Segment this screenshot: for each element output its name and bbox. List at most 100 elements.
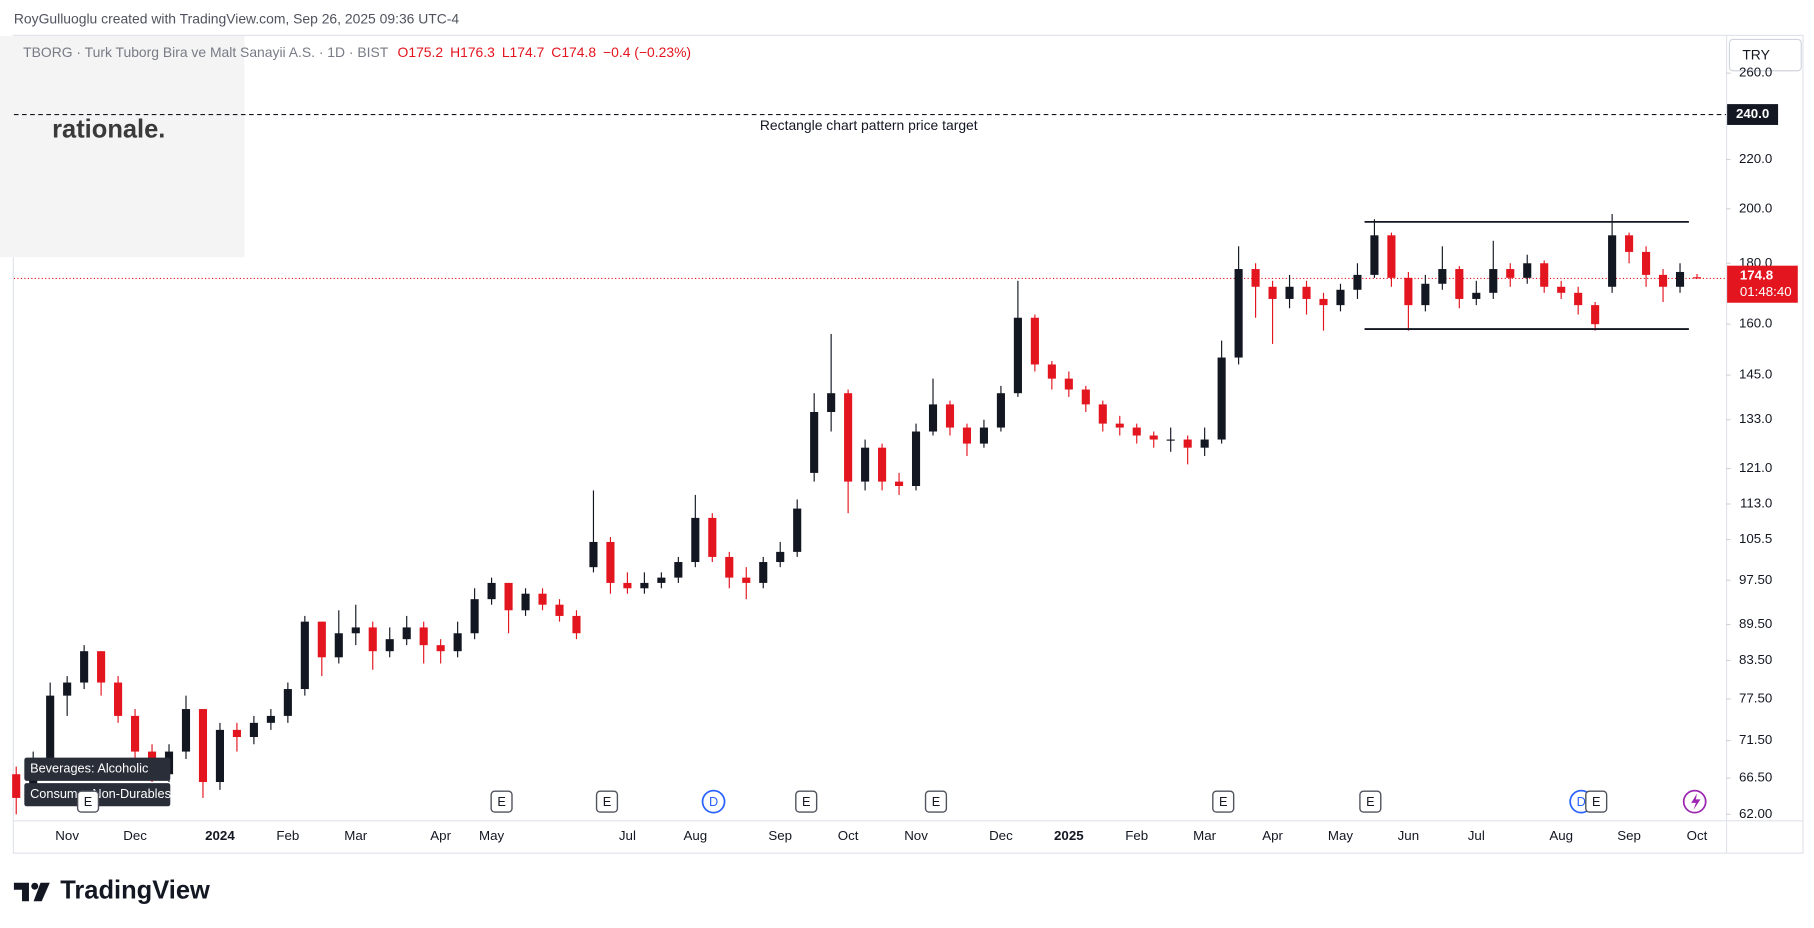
event-marker[interactable] (795, 790, 818, 813)
candle-body (1574, 292, 1583, 306)
candle-body (776, 551, 785, 563)
sector-tag-box[interactable] (24, 757, 171, 781)
candle-body (215, 729, 225, 783)
candle-body (29, 766, 38, 798)
candle-body (1336, 289, 1345, 306)
candle-body (623, 582, 632, 589)
candle-body (470, 599, 479, 634)
candle-body (402, 627, 411, 640)
event-letter[interactable]: E (1219, 794, 1227, 809)
candle-body (810, 412, 819, 473)
candle-body (1370, 235, 1379, 275)
candle-body (300, 621, 309, 690)
event-marker[interactable] (1359, 790, 1382, 813)
event-marker[interactable] (701, 789, 726, 814)
candle-body (1302, 286, 1311, 299)
event-letter[interactable]: E (497, 794, 506, 809)
candle-body (385, 639, 394, 652)
candle-body (1438, 269, 1447, 284)
candle-body (861, 447, 870, 482)
candle-body (1557, 286, 1566, 293)
event-letter[interactable]: E (802, 794, 811, 809)
candle-body (555, 604, 564, 616)
candle-body (640, 582, 649, 589)
x-tick-label: Dec (989, 828, 1013, 843)
event-marker[interactable] (490, 790, 513, 813)
legend-value: H176.3 (450, 44, 495, 60)
y-tick-label: 200.0 (1739, 200, 1772, 215)
candle-body (1268, 286, 1277, 299)
x-tick-label: Feb (1125, 828, 1148, 843)
target-text: Rectangle chart pattern price target (760, 117, 978, 133)
candle-body (1506, 269, 1515, 278)
event-marker[interactable] (1585, 790, 1608, 813)
x-tick-label: Jul (1468, 828, 1485, 843)
candle-body (895, 481, 904, 486)
y-tick-label: 66.50 (1739, 770, 1772, 785)
event-letter[interactable]: E (84, 794, 93, 809)
event-marker[interactable] (1212, 790, 1235, 813)
last-price-label: 174.8 (1740, 268, 1773, 283)
sector-tag[interactable]: Consumer Non-Durables (30, 786, 171, 801)
candle-body (1625, 235, 1634, 252)
legend-value: O175.2 (398, 44, 444, 60)
event-marker[interactable] (595, 790, 619, 813)
candle-body (674, 562, 683, 578)
event-marker[interactable] (76, 790, 100, 813)
candle-body (1285, 286, 1294, 299)
y-tick-label: 105.5 (1739, 531, 1772, 546)
event-letter[interactable]: E (1592, 794, 1601, 809)
candle-body (97, 651, 106, 683)
currency[interactable]: TRY (1742, 46, 1770, 62)
candle-body (368, 627, 377, 652)
candle-body (1013, 317, 1022, 394)
legend-title: TBORG · Turk Tuborg Bira ve Malt Sanayii… (23, 44, 389, 60)
x-tick-label: Dec (123, 828, 147, 843)
candle-body (606, 541, 615, 583)
candle-body (1149, 435, 1158, 440)
y-tick-label: 62.00 (1739, 806, 1772, 821)
x-tick-label: Nov (904, 828, 928, 843)
candle-body (249, 722, 258, 738)
candle-body (1251, 269, 1260, 287)
y-tick-label: 71.50 (1739, 732, 1772, 747)
candle-body (1489, 269, 1498, 293)
candle-body (198, 709, 208, 783)
x-tick-label: Jul (619, 828, 636, 843)
logo-mark (13, 882, 29, 902)
candle-body (1200, 439, 1209, 448)
candle-body (657, 577, 666, 583)
candle-body (1642, 251, 1651, 275)
watermark-box (0, 35, 245, 258)
x-tick-label: Jun (1398, 828, 1419, 843)
legend-value: −0.4 (−0.23%) (603, 44, 691, 60)
event-letter[interactable]: E (1366, 794, 1375, 809)
event-letter[interactable]: E (603, 794, 612, 809)
watermark: rationale. (52, 116, 165, 144)
candle-body (1081, 389, 1090, 405)
candle-body (453, 633, 462, 652)
candle-body (1132, 427, 1141, 436)
x-tick-label: Oct (838, 828, 859, 843)
dividend-icon[interactable] (1691, 793, 1701, 810)
candle-body (63, 682, 72, 696)
x-tick-label: 2025 (1054, 828, 1084, 843)
plot-area: Rectangle chart pattern price target (12, 113, 1726, 815)
candle-body (572, 615, 581, 634)
x-tick-label: Nov (55, 828, 79, 843)
currency-box[interactable] (1728, 38, 1802, 72)
y-tick-label: 121.0 (1739, 460, 1772, 475)
x-tick-label: Feb (276, 828, 299, 843)
candle-body (1098, 404, 1107, 424)
event-letter[interactable]: D (1577, 794, 1586, 809)
last-price-box (1727, 265, 1798, 303)
event-letter[interactable]: D (709, 794, 718, 809)
event-letter[interactable]: E (932, 794, 941, 809)
candle-body (1658, 274, 1668, 287)
legend-value: L174.7 (502, 44, 545, 60)
event-marker[interactable] (924, 790, 948, 813)
y-tick-label: 220.0 (1739, 151, 1772, 166)
sector-tag[interactable]: Beverages: Alcoholic (30, 761, 149, 776)
candle-body (46, 695, 55, 767)
